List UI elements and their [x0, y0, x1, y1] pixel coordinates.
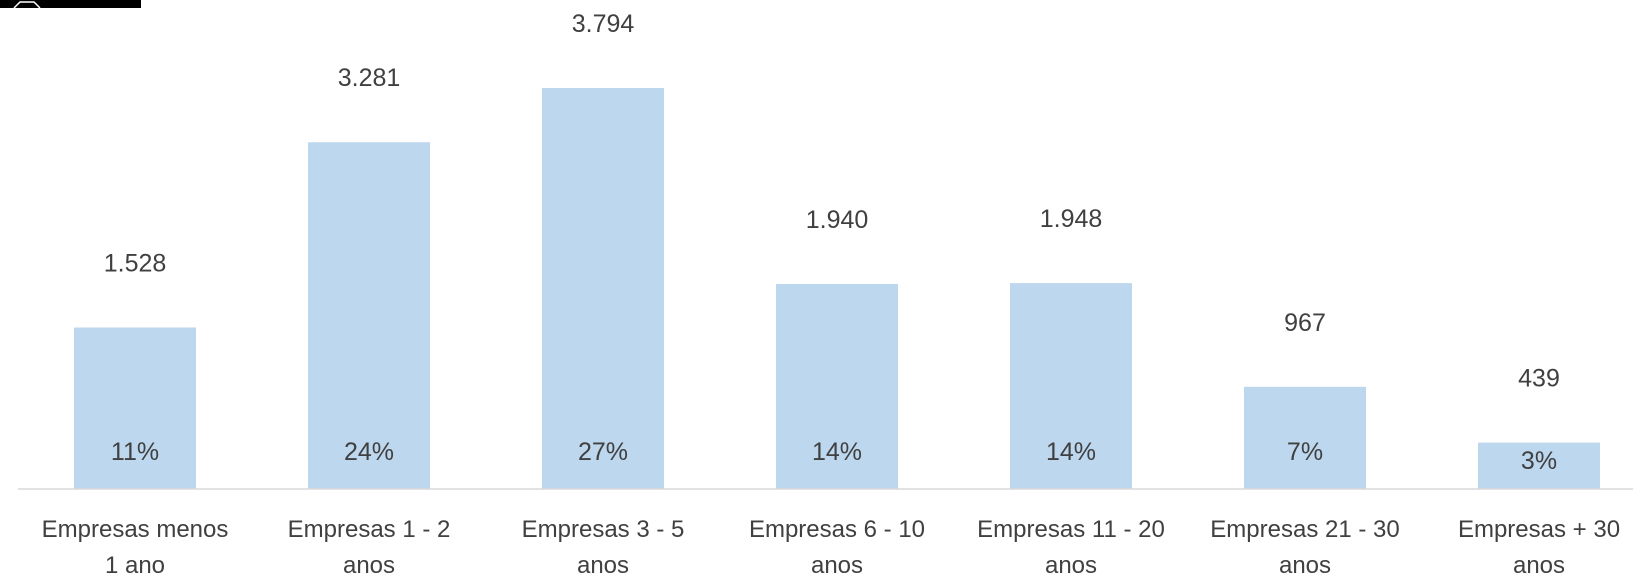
category-label: anos: [577, 552, 629, 579]
percent-label: 14%: [812, 438, 862, 466]
category-label: Empresas 21 - 30: [1210, 516, 1399, 543]
value-label: 967: [1284, 309, 1326, 337]
bar: [1010, 283, 1132, 489]
bar: [1478, 442, 1600, 489]
bar: [74, 327, 196, 489]
percent-label: 11%: [111, 438, 159, 466]
logo-mark-glyph: [13, 1, 41, 9]
bar: [308, 142, 430, 489]
category-label: Empresas + 30: [1458, 516, 1620, 543]
category-label: Empresas 3 - 5: [522, 516, 685, 543]
category-label: Empresas 11 - 20: [977, 516, 1165, 543]
category-label: anos: [1045, 552, 1097, 579]
bar: [542, 88, 664, 489]
category-label: anos: [811, 552, 863, 579]
value-label: 1.528: [104, 250, 167, 278]
logo-mark: [0, 0, 141, 9]
percent-label: 7%: [1287, 438, 1323, 466]
value-label: 3.281: [338, 64, 401, 92]
category-label: anos: [1513, 552, 1565, 579]
logo-mark-box: [0, 0, 141, 8]
value-label: 3.794: [572, 10, 635, 38]
labels-layer: 1.528 11% Empresas menos 1 ano 3.281 24% Empre…: [42, 10, 1620, 579]
category-label: Empresas menos: [42, 516, 229, 543]
category-label: Empresas 1 - 2: [288, 516, 451, 543]
category-label: 1 ano: [105, 552, 165, 579]
percent-label: 27%: [578, 438, 628, 466]
bars-layer: [74, 88, 1600, 489]
category-label: anos: [1279, 552, 1331, 579]
value-label: 1.948: [1040, 205, 1103, 233]
value-label: 1.940: [806, 206, 869, 234]
percent-label: 14%: [1046, 438, 1096, 466]
percent-label: 3%: [1521, 447, 1557, 475]
percent-label: 24%: [344, 438, 394, 466]
category-label: anos: [343, 552, 395, 579]
value-label: 439: [1518, 365, 1560, 393]
bar: [776, 283, 898, 489]
category-label: Empresas 6 - 10: [749, 516, 925, 543]
bar: [1244, 386, 1366, 489]
